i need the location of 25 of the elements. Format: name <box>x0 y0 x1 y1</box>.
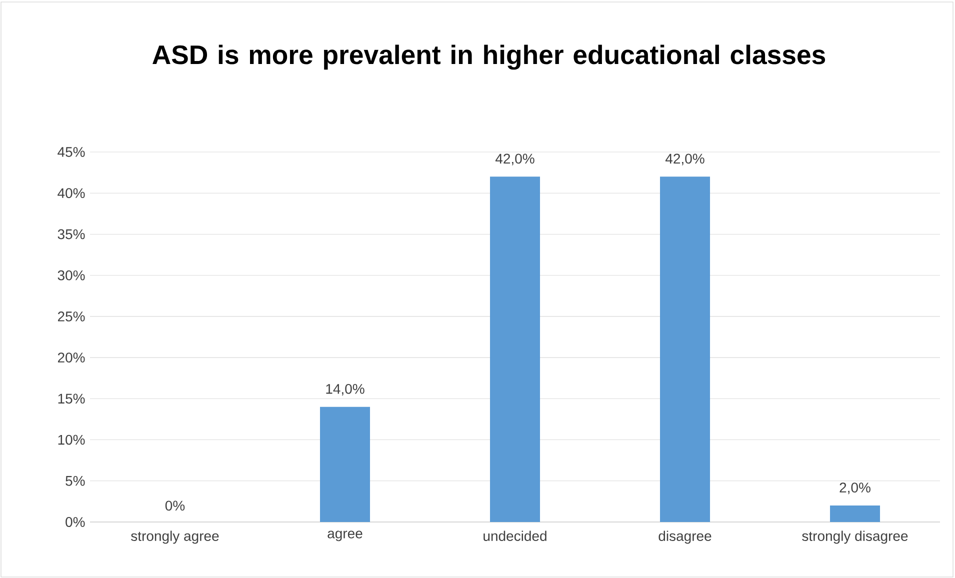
chart-title: ASD is more prevalent in higher educational classes <box>152 44 826 70</box>
y-tick-label: 0% <box>66 517 85 527</box>
data-label: 14,0% <box>326 384 364 396</box>
y-tick-label: 10% <box>58 434 85 445</box>
y-tick-label: 35% <box>58 229 85 240</box>
bar <box>830 506 880 522</box>
data-label: 42,0% <box>665 154 704 166</box>
y-tick-label: 5% <box>66 476 85 486</box>
x-tick-label: disagree <box>658 530 712 544</box>
data-label: 2,0% <box>840 482 870 494</box>
bar <box>660 176 710 522</box>
data-label: 42,0% <box>495 154 534 166</box>
y-tick-label: 40% <box>58 188 85 198</box>
y-tick-label: 15% <box>58 394 85 404</box>
x-tick-label: strongly agree <box>131 530 219 544</box>
y-tick-label: 45% <box>58 147 85 157</box>
y-tick-label: 25% <box>58 312 85 322</box>
y-tick-label: 30% <box>58 270 85 280</box>
x-tick-label: strongly disagree <box>802 530 908 544</box>
bar <box>320 406 370 522</box>
data-label: 0% <box>165 500 185 511</box>
x-tick-label: undecided <box>484 530 546 541</box>
x-tick-label: agree <box>328 530 362 542</box>
bar <box>490 176 540 522</box>
y-tick-label: 20% <box>58 352 85 363</box>
